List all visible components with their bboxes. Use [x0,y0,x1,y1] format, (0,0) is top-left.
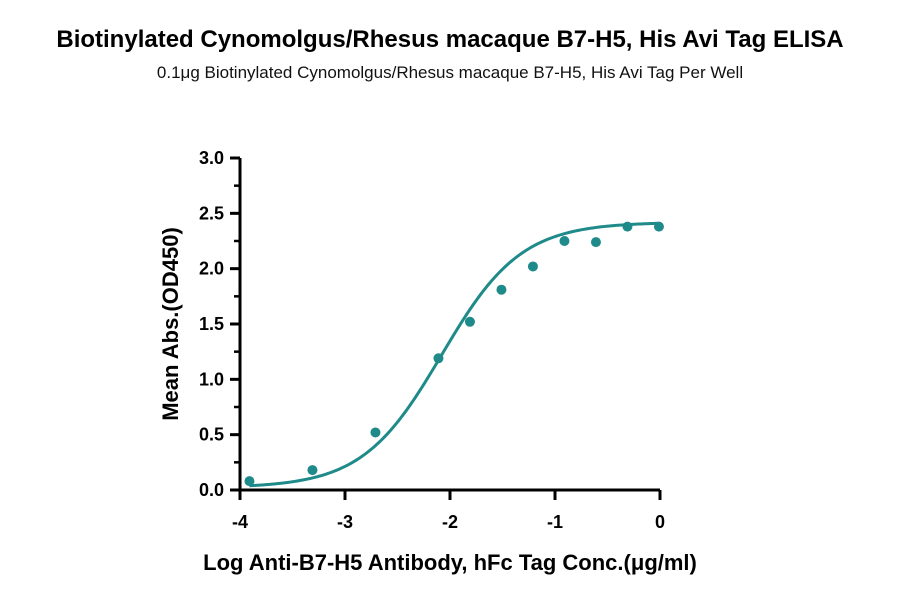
data-point [496,284,507,295]
chart-subtitle: 0.1μg Biotinylated Cynomolgus/Rhesus mac… [156,63,744,82]
y-tick-label: 1.0 [199,369,224,389]
x-tick-label: -4 [232,512,248,532]
axes [238,158,660,492]
x-axis-title: Log Anti-B7-H5 Antibody, hFc Tag Conc.(μ… [203,550,697,575]
fit-curve [249,221,659,488]
data-point [527,261,538,272]
data-points [244,221,664,487]
data-point [559,236,570,246]
chart-title: Biotinylated Cynomolgus/Rhesus macaque B… [56,26,844,53]
y-tick-label: 2.5 [199,203,224,223]
ticks: 0.0 0.5 1.0 1.5 2.0 2.5 3.0 -4 -3 -2 -1 0 [199,148,665,532]
x-tick-label: 0 [655,512,665,532]
x-tick-label: -3 [337,512,353,532]
data-point [464,316,475,327]
y-tick-label: 0.0 [199,480,224,500]
data-point [370,427,381,438]
y-tick-label: 2.0 [199,259,224,279]
y-tick-label: 0.5 [199,425,224,445]
data-point [307,465,318,476]
x-tick-label: -1 [547,512,563,532]
data-point [590,237,601,248]
y-axis-title: Mean Abs.(OD450) [158,227,183,421]
data-point [433,353,444,364]
data-point [622,221,633,232]
data-point [653,221,664,232]
data-point [244,476,255,487]
y-tick-label: 3.0 [199,148,224,168]
x-tick-label: -2 [442,512,458,532]
y-tick-label: 1.5 [199,314,224,334]
